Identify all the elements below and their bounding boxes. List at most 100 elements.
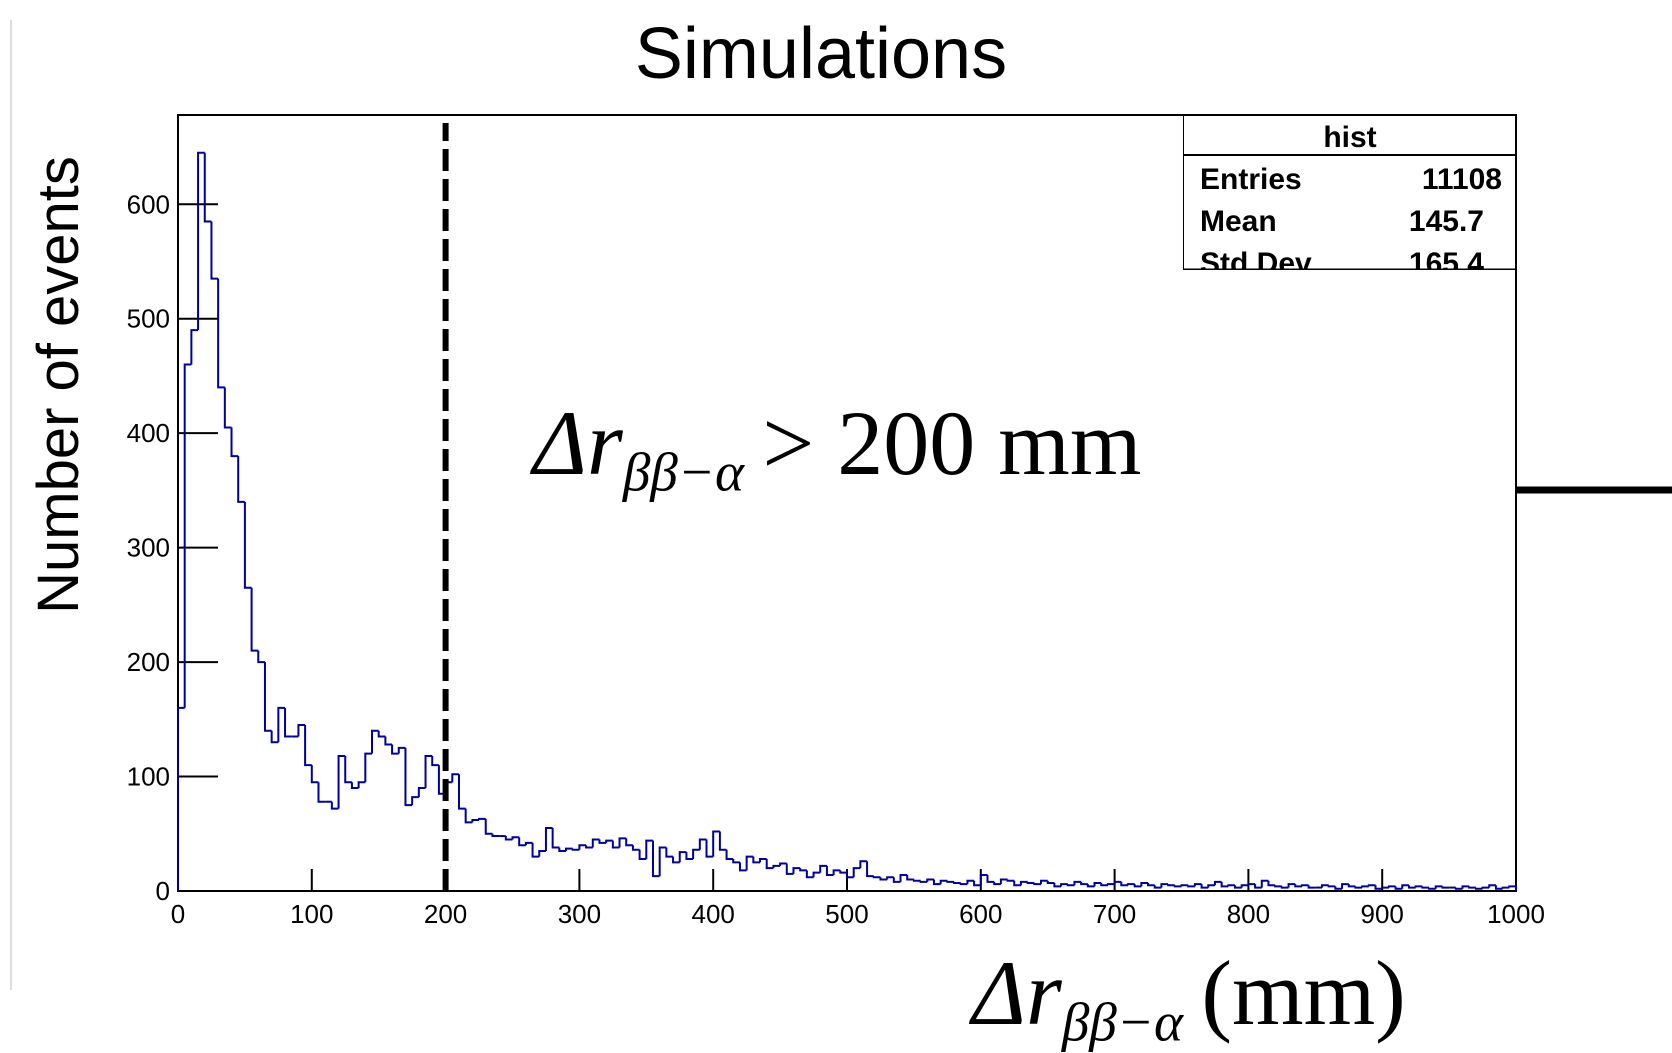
histogram-bin: [457, 774, 466, 810]
x-axis-label-part: (mm): [1201, 942, 1405, 1044]
histogram-bin: [1367, 884, 1376, 887]
histogram-bin: [705, 839, 714, 858]
histogram-bin: [504, 836, 513, 841]
histogram-bin: [223, 387, 232, 429]
histogram-bin: [1040, 879, 1048, 885]
histogram-bin: [899, 873, 908, 882]
stats-value: 145.7: [1409, 205, 1484, 238]
histogram-bin: [197, 151, 205, 331]
histogram-bin: [1454, 887, 1463, 890]
x-tick-label: 500: [825, 899, 868, 929]
histogram-bin: [792, 867, 801, 874]
stats-name: Std Dev: [1200, 247, 1312, 280]
histogram-bin: [1220, 881, 1229, 888]
histogram-bin: [752, 856, 761, 864]
y-tick-label: 300: [127, 533, 170, 563]
histogram-bin: [357, 781, 366, 788]
histogram-bin: [424, 754, 433, 788]
histogram-bin: [1026, 881, 1035, 884]
histogram-bin: [337, 754, 346, 809]
histogram-bin: [1019, 880, 1028, 886]
x-tick-label: 800: [1227, 899, 1270, 929]
histogram-bin: [678, 851, 687, 863]
histogram-bin: [1060, 883, 1068, 887]
histogram-bin: [919, 880, 928, 883]
histogram-bin: [631, 845, 640, 851]
histogram-bin: [177, 706, 185, 891]
histogram-bin: [524, 841, 533, 846]
y-tick-label: 200: [127, 647, 170, 677]
histogram-bin: [1254, 884, 1262, 889]
histogram-bin: [257, 650, 265, 664]
histogram-bin: [926, 878, 934, 882]
histogram-bin: [846, 872, 854, 879]
histogram-bin: [364, 752, 373, 783]
stats-value: 11108: [1422, 163, 1502, 196]
histogram-bin: [1394, 886, 1403, 890]
histogram-bin: [698, 838, 707, 850]
histogram-bin: [953, 881, 961, 884]
histogram-bin: [558, 847, 567, 852]
x-tick-label: 0: [171, 899, 185, 929]
x-tick-label: 1000: [1487, 899, 1545, 929]
histogram-bin: [1294, 884, 1302, 888]
histogram-bin: [1033, 882, 1042, 886]
histogram-bin: [304, 725, 312, 767]
histogram-bin: [1428, 887, 1436, 890]
histogram-bin: [1126, 883, 1135, 886]
histogram-bin: [1508, 885, 1517, 891]
histogram-bin: [1173, 885, 1182, 888]
histogram-bin: [1300, 884, 1309, 887]
histogram-bin: [585, 845, 593, 849]
histogram-bin: [1260, 879, 1269, 888]
histogram-bin: [1133, 884, 1142, 888]
histogram-bin: [491, 833, 500, 838]
histogram-bin: [598, 839, 607, 844]
histogram-bin: [310, 765, 319, 784]
histogram-bin: [451, 773, 459, 783]
histogram-bin: [591, 838, 600, 848]
histogram-bin: [799, 868, 807, 872]
annotation-part: > 200 mm: [762, 392, 1141, 494]
histogram-bin: [391, 744, 399, 755]
histogram-bin: [725, 849, 734, 860]
histogram-bin: [852, 867, 861, 878]
histogram-bin: [872, 876, 881, 879]
histogram-bin: [317, 782, 326, 803]
histogram-bin: [625, 838, 633, 847]
histogram-bin: [1381, 886, 1389, 889]
histogram-bin: [1167, 884, 1175, 887]
y-tick-label: 100: [127, 762, 170, 792]
histogram-bin: [1488, 884, 1496, 888]
histogram-bin: [1341, 883, 1349, 889]
histogram-bin: [1160, 883, 1169, 888]
histogram-bin: [839, 870, 847, 874]
histogram-bin: [738, 862, 747, 872]
histogram-bin: [344, 755, 352, 784]
histogram-bin: [1106, 883, 1115, 886]
histogram-bin: [1006, 879, 1015, 882]
histogram-bin: [417, 786, 426, 798]
histogram-bin: [906, 874, 914, 881]
histogram-bin: [237, 456, 245, 503]
histogram-bin: [1287, 883, 1296, 888]
histogram-bin: [1407, 885, 1416, 889]
histogram-bin: [611, 840, 620, 849]
histogram-bin: [966, 879, 975, 885]
histogram-bin: [986, 874, 995, 883]
histogram-bin: [1274, 885, 1282, 888]
histogram-bin: [618, 837, 627, 848]
histogram-bin: [1267, 880, 1276, 887]
stats-box: hist Entries 11108 Mean 145.7 Std Dev 165.4: [1183, 115, 1516, 280]
histogram-bin: [1334, 886, 1343, 890]
histogram-bin: [210, 221, 219, 280]
histogram-bin: [518, 837, 526, 847]
histogram-bin: [371, 729, 379, 754]
chart-title: Simulations: [635, 14, 1007, 94]
histogram-bin: [243, 501, 252, 589]
stats-frame: [1183, 115, 1516, 270]
histogram-bin: [531, 842, 540, 858]
histogram-bin: [1093, 881, 1102, 887]
x-tick-label: 900: [1361, 899, 1404, 929]
histogram-bin: [1247, 883, 1256, 886]
